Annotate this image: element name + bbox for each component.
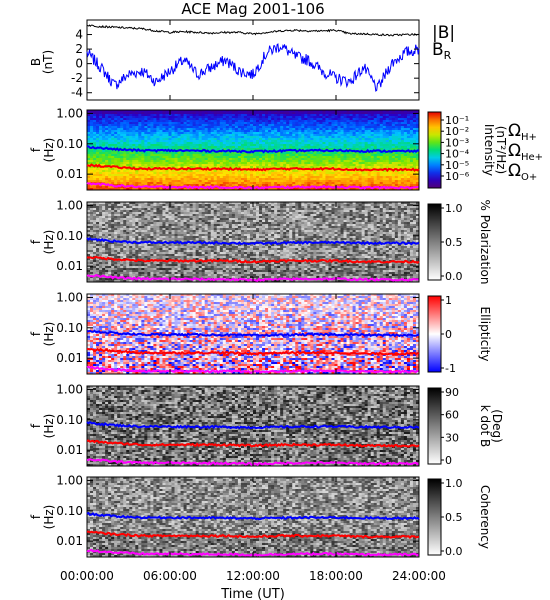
y-tick-label: -2 bbox=[71, 71, 83, 85]
y-tick-label: 0 bbox=[75, 57, 83, 71]
colorbar-label: Intensity bbox=[482, 124, 496, 176]
spectral-panel-polarization: 1.000.100.01f (Hz)1.00.50.0% Polarization bbox=[29, 198, 492, 284]
magnetic-field-panel: 420-2-4B(nT)|B|BR bbox=[29, 20, 455, 100]
y-tick-label: 1.00 bbox=[56, 106, 83, 120]
y-tick-label: 0.01 bbox=[56, 167, 83, 181]
y-axis-unit: (Hz) bbox=[42, 138, 56, 163]
legend-b-r: BR bbox=[432, 40, 452, 62]
spectral-panel-intensity: 1.000.100.01f (Hz)10⁻¹10⁻²10⁻³10⁻⁴10⁻⁵10⁻… bbox=[29, 106, 508, 190]
colorbar-tick-label: 10⁻⁶ bbox=[445, 170, 470, 183]
colorbar-intensity bbox=[428, 112, 441, 188]
y-axis-label: f bbox=[29, 147, 43, 152]
spectral-panels: 1.000.100.01f (Hz)10⁻¹10⁻²10⁻³10⁻⁴10⁻⁵10⁻… bbox=[29, 106, 543, 558]
y-axis-unit: (nT) bbox=[41, 50, 55, 74]
y-tick-label: 0.10 bbox=[56, 137, 83, 151]
y-tick-label: -4 bbox=[71, 86, 83, 100]
top-panel-frame bbox=[87, 20, 419, 100]
y-tick-label: 2 bbox=[75, 42, 83, 56]
y-tick-label: 4 bbox=[75, 28, 83, 42]
colorbar-unit: (nT²/Hz) bbox=[494, 126, 508, 174]
figure-title: ACE Mag 2001-106 bbox=[181, 0, 324, 18]
